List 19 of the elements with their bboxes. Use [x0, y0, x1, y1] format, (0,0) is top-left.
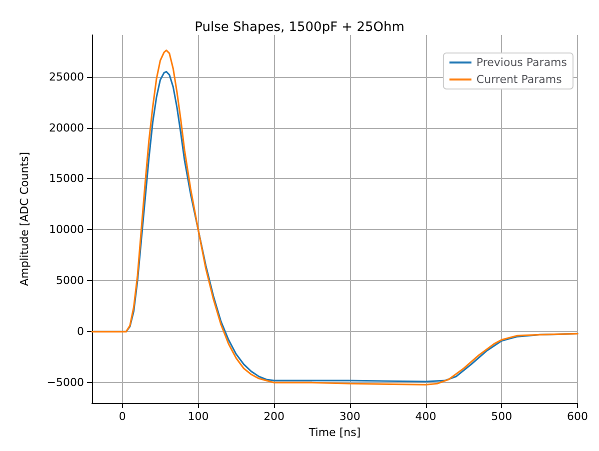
y-tick-label: 0 [77, 325, 84, 338]
y-tick-label: 10000 [49, 223, 84, 236]
y-tick-label: 25000 [49, 70, 84, 84]
legend-label: Previous Params [476, 56, 568, 69]
legend-label: Current Params [476, 73, 562, 86]
y-tick-label: 15000 [49, 172, 84, 186]
x-tick-label: 100 [188, 410, 209, 423]
chart-title: Pulse Shapes, 1500pF + 25Ohm [194, 20, 404, 35]
x-tick-label: 300 [339, 410, 360, 423]
y-tick-label: 5000 [56, 274, 84, 288]
y-axis-title: Amplitude [ADC Counts] [18, 152, 31, 286]
x-axis-title: Time [ns] [308, 426, 361, 439]
y-tick-label: 20000 [49, 121, 84, 134]
x-tick-label: 200 [264, 410, 285, 423]
x-tick-label: 400 [415, 410, 436, 423]
y-tick-label: −5000 [46, 376, 84, 390]
x-tick-label: 500 [491, 410, 512, 423]
x-tick-label: 600 [567, 410, 588, 423]
x-tick-label: 0 [118, 410, 126, 423]
